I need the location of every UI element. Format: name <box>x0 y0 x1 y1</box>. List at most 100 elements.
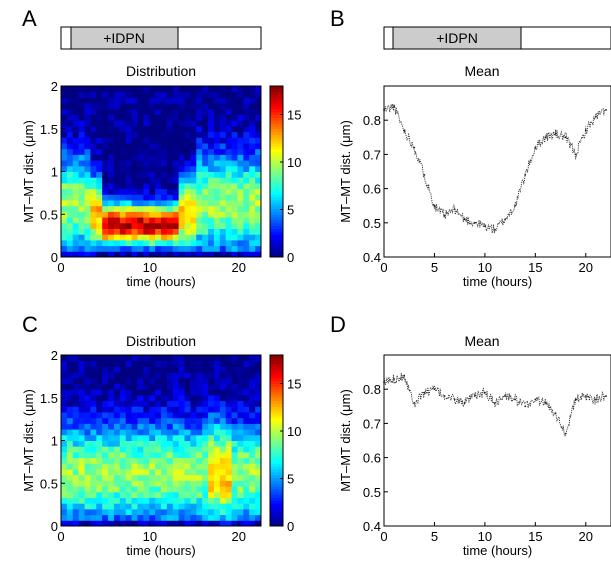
heatmap-cell <box>184 360 191 367</box>
heatmap-cell <box>219 423 227 430</box>
heatmap-cell <box>225 366 233 373</box>
heatmap-cell <box>255 412 262 419</box>
heatmap-cell <box>172 131 180 138</box>
heatmap-cell <box>78 222 86 229</box>
heatmap-cell <box>208 355 215 362</box>
heatmap-cell <box>137 211 144 218</box>
heatmap-cell <box>196 389 203 396</box>
heatmap-cell <box>102 120 109 127</box>
heatmap-cell <box>208 97 215 104</box>
heatmap-cell <box>219 108 227 115</box>
heatmap-cell <box>102 200 109 207</box>
heatmap-cell <box>202 245 209 252</box>
y-tick-label: 0.6 <box>363 451 381 466</box>
heatmap-cell <box>202 457 209 464</box>
y-tick-label: 0 <box>51 250 58 265</box>
heatmap-cell <box>102 457 109 464</box>
heatmap-cell <box>190 182 197 190</box>
heatmap-cell <box>255 211 262 218</box>
heatmap-cell <box>225 372 233 379</box>
data-point <box>574 398 577 401</box>
heatmap-cell <box>225 120 233 127</box>
heatmap-cell <box>161 91 168 98</box>
heatmap-cell <box>213 137 221 144</box>
heatmap-cell <box>84 148 91 155</box>
heatmap-cell <box>155 108 162 115</box>
heatmap-cell <box>78 520 86 527</box>
heatmap-cell <box>161 508 168 516</box>
heatmap-cell <box>249 228 256 235</box>
treatment-bar-a: +IDPN <box>60 26 262 50</box>
x-tick-label: 10 <box>478 260 492 275</box>
heatmap-cell <box>155 423 162 430</box>
heatmap-cell <box>66 463 74 470</box>
colorbar-segment <box>270 88 283 93</box>
colorbar-segment <box>270 111 283 115</box>
heatmap-cell <box>213 125 221 133</box>
heatmap-cell <box>72 200 80 207</box>
heatmap-cell <box>213 200 221 207</box>
heatmap-cell <box>178 86 186 93</box>
heatmap-cell <box>161 154 168 161</box>
heatmap-cell <box>190 514 197 521</box>
heatmap-cell <box>196 222 203 229</box>
heatmap-cell <box>84 194 91 201</box>
heatmap-cell <box>149 171 156 178</box>
heatmap-cell <box>131 177 138 184</box>
heatmap-cell <box>237 383 244 390</box>
heatmap-cell <box>219 228 227 235</box>
heatmap-cell <box>90 503 97 510</box>
heatmap-cell <box>178 389 186 396</box>
heatmap-cell <box>137 200 144 207</box>
heatmap-cell <box>184 148 191 155</box>
heatmap-cell <box>131 389 138 396</box>
heatmap-cell <box>172 217 180 224</box>
heatmap-cell <box>225 377 233 384</box>
heatmap-cell <box>190 383 197 390</box>
heatmap-cell <box>161 97 168 104</box>
heatmap-cell <box>219 520 227 527</box>
heatmap-cell <box>243 137 250 144</box>
heatmap-cell <box>243 429 250 436</box>
heatmap-cell <box>108 412 115 419</box>
heatmap-cell <box>66 412 74 419</box>
heatmap-cell <box>149 417 156 424</box>
heatmap-cell <box>137 355 144 362</box>
heatmap-cell <box>102 446 109 453</box>
heatmap-cell <box>225 194 233 201</box>
heatmap-cell <box>166 125 174 133</box>
heatmap-cell <box>102 514 109 521</box>
heatmap-cell <box>190 154 197 161</box>
heatmap-cell <box>231 148 238 155</box>
heatmap-cell <box>213 480 221 487</box>
heatmap-cell <box>213 406 221 413</box>
colorbar-segment <box>270 165 283 170</box>
heatmap-cell <box>213 120 221 127</box>
heatmap-cell <box>143 451 150 459</box>
heatmap-cell <box>84 120 91 127</box>
heatmap-cell <box>102 434 109 441</box>
heatmap-cell <box>237 366 244 373</box>
colorbar-segment <box>270 403 283 407</box>
heatmap-cell <box>149 103 156 110</box>
heatmap-cell <box>190 137 197 144</box>
heatmap-cell <box>119 446 127 453</box>
heatmap-cell <box>108 228 115 235</box>
heatmap-cell <box>137 400 144 407</box>
colorbar-tick-label: 0 <box>287 519 294 534</box>
heatmap-cell <box>255 143 262 150</box>
heatmap-cell <box>119 469 127 476</box>
heatmap-cell <box>137 417 144 424</box>
heatmap-cell <box>196 457 203 464</box>
heatmap-cell <box>219 406 227 413</box>
heatmap-cell <box>255 165 262 172</box>
colorbar-segment <box>270 86 283 90</box>
heatmap-cell <box>184 131 191 138</box>
heatmap-cell <box>96 86 103 93</box>
heatmap-cell <box>108 469 115 476</box>
heatmap-cell <box>208 125 215 133</box>
heatmap-cell <box>102 86 109 93</box>
heatmap-cell <box>237 143 244 150</box>
heatmap-cell <box>255 366 262 373</box>
